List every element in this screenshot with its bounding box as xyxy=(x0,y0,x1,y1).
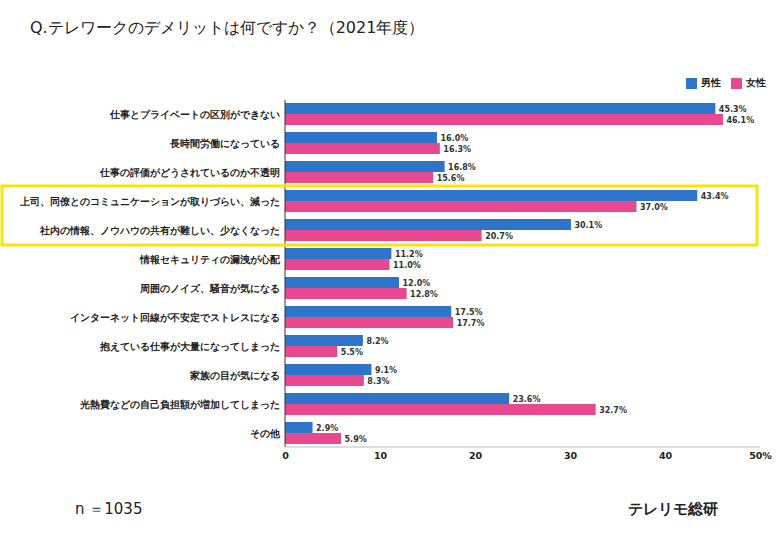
svg-text:16.0%: 16.0% xyxy=(441,134,469,143)
svg-text:30.1%: 30.1% xyxy=(574,221,602,230)
svg-text:45.3%: 45.3% xyxy=(719,105,747,114)
svg-text:20: 20 xyxy=(469,450,483,461)
svg-text:11.2%: 11.2% xyxy=(395,250,423,259)
svg-text:12.0%: 12.0% xyxy=(403,279,431,288)
svg-text:50%: 50% xyxy=(749,450,772,461)
html-text:Q.テレワークのデメリットは何ですか？（2021年度）: Q.テレワークのデメリットは何ですか？（2021年度） xyxy=(30,18,425,37)
svg-text:17.7%: 17.7% xyxy=(457,319,485,328)
svg-text:社内の情報、ノウハウの共有が難しい、少なくなった: 社内の情報、ノウハウの共有が難しい、少なくなった xyxy=(39,225,280,237)
svg-text:32.7%: 32.7% xyxy=(599,406,627,415)
svg-text:40: 40 xyxy=(659,450,673,461)
svg-text:0: 0 xyxy=(282,450,289,461)
svg-text:30: 30 xyxy=(564,450,578,461)
svg-text:仕事とプライベートの区別ができない: 仕事とプライベートの区別ができない xyxy=(109,109,280,121)
svg-text:長時間労働になっている: 長時間労働になっている xyxy=(169,138,280,150)
svg-text:46.1%: 46.1% xyxy=(726,116,754,125)
svg-text:16.8%: 16.8% xyxy=(448,163,476,172)
svg-text:9.1%: 9.1% xyxy=(375,366,397,375)
svg-text:仕事の評価がどうされているのか不透明: 仕事の評価がどうされているのか不透明 xyxy=(99,167,280,179)
svg-text:抱えている仕事が大量になってしまった: 抱えている仕事が大量になってしまった xyxy=(99,341,280,353)
svg-text:16.3%: 16.3% xyxy=(443,145,471,154)
svg-text:20.7%: 20.7% xyxy=(485,232,513,241)
svg-text:2.9%: 2.9% xyxy=(316,424,338,433)
svg-text:10: 10 xyxy=(374,450,388,461)
svg-text:上司、同僚とのコミュニケーションが取りづらい、減った: 上司、同僚とのコミュニケーションが取りづらい、減った xyxy=(19,196,280,207)
html-text:女性: 女性 xyxy=(746,77,766,88)
svg-text:インターネット回線が不安定でストレスになる: インターネット回線が不安定でストレスになる xyxy=(70,312,280,324)
svg-text:その他: その他 xyxy=(250,428,281,439)
svg-text:周囲のノイズ、騒音が気になる: 周囲のノイズ、騒音が気になる xyxy=(139,283,280,295)
svg-text:情報セキュリティの漏洩が心配: 情報セキュリティの漏洩が心配 xyxy=(139,254,281,265)
svg-text:11.0%: 11.0% xyxy=(393,261,421,270)
html-text:男性: 男性 xyxy=(701,77,721,88)
svg-text:43.4%: 43.4% xyxy=(701,192,729,201)
svg-text:8.3%: 8.3% xyxy=(367,377,389,386)
svg-text:15.6%: 15.6% xyxy=(437,174,465,183)
html-text:n ＝1035: n ＝1035 xyxy=(75,500,143,518)
svg-text:8.2%: 8.2% xyxy=(366,337,388,346)
svg-text:家族の目が気になる: 家族の目が気になる xyxy=(189,370,280,382)
svg-text:23.6%: 23.6% xyxy=(513,395,541,404)
svg-text:光熱費などの自己負担額が増加してしまった: 光熱費などの自己負担額が増加してしまった xyxy=(79,399,280,411)
svg-text:37.0%: 37.0% xyxy=(640,203,668,212)
html-text:テレリモ総研: テレリモ総研 xyxy=(628,500,718,518)
svg-text:5.9%: 5.9% xyxy=(345,435,367,444)
svg-text:5.5%: 5.5% xyxy=(341,348,363,357)
svg-text:17.5%: 17.5% xyxy=(455,308,483,317)
svg-text:12.8%: 12.8% xyxy=(410,290,438,299)
